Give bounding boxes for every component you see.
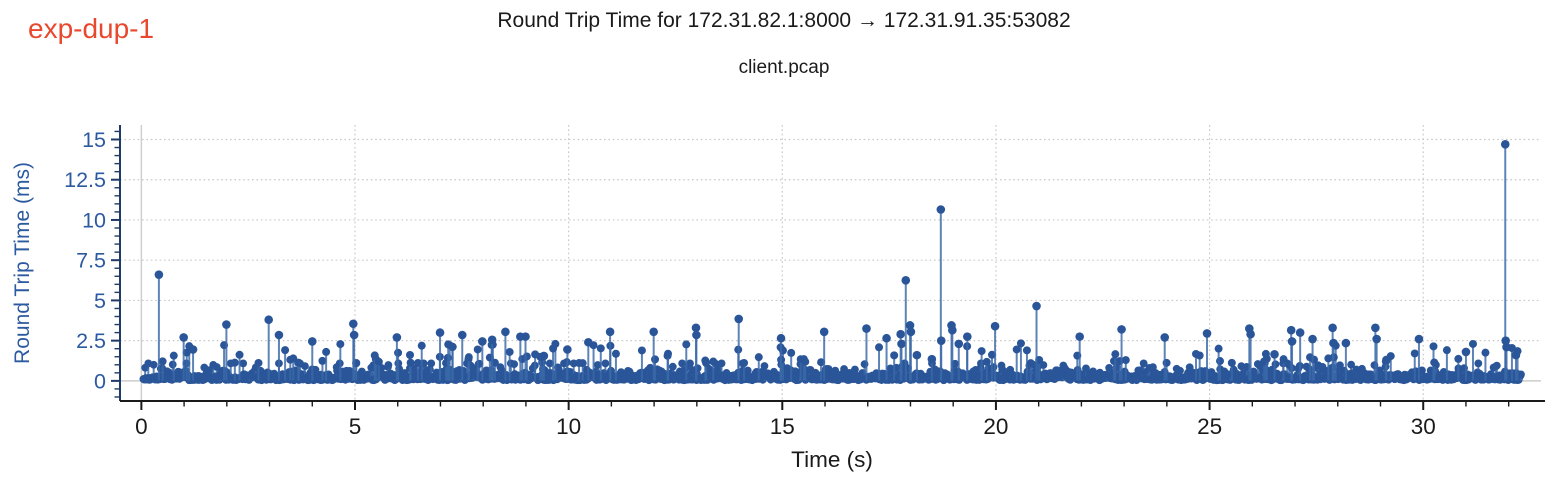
y-tick-label: 5 <box>94 289 106 313</box>
rtt-samples <box>139 140 1525 385</box>
x-tick-label: 0 <box>135 414 148 439</box>
x-axis-label: Time (s) <box>791 447 873 472</box>
experiment-label: exp-dup-1 <box>28 13 155 44</box>
chart-subtitle: client.pcap <box>738 57 830 78</box>
y-tick-label: 2.5 <box>76 329 106 353</box>
y-tick-label: 12.5 <box>64 168 106 192</box>
y-tick-label: 15 <box>82 128 106 152</box>
y-tick-label: 10 <box>82 208 106 232</box>
x-tick-label: 5 <box>349 414 362 439</box>
x-tick-label: 15 <box>770 414 795 439</box>
x-tick-label: 25 <box>1197 414 1222 439</box>
chart-title: Round Trip Time for 172.31.82.1:8000 → 1… <box>497 9 1071 32</box>
y-tick-label: 0 <box>94 369 106 393</box>
x-tick-label: 10 <box>556 414 581 439</box>
x-axis: 0 5 10 15 20 25 30 <box>120 400 1545 439</box>
y-tick-label: 7.5 <box>76 249 106 273</box>
x-tick-label: 30 <box>1411 414 1436 439</box>
y-axis: 0 2.5 5 7.5 10 12.5 15 <box>64 125 121 401</box>
x-tick-label: 20 <box>983 414 1008 439</box>
